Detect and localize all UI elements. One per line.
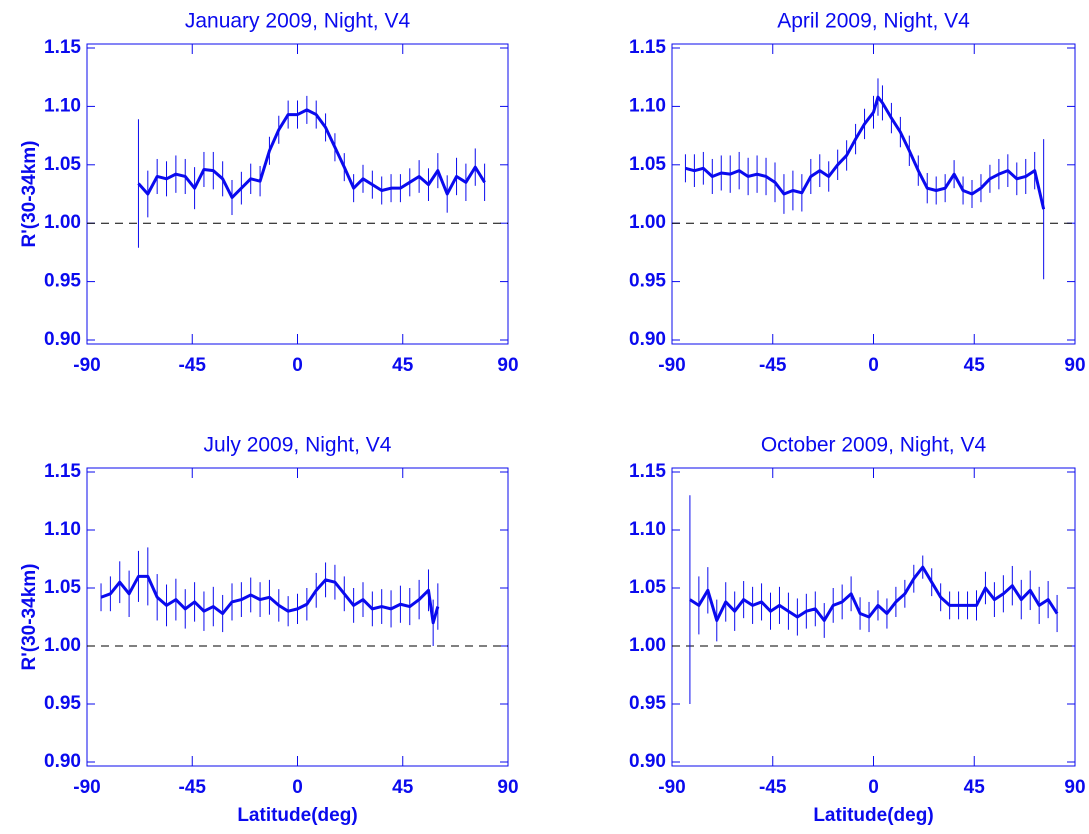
chart-title: April 2009, Night, V4 — [777, 10, 970, 33]
x-axis-label: Latitude(deg) — [813, 805, 933, 826]
y-tick-label: 1.00 — [44, 212, 81, 233]
y-tick-label: 1.10 — [629, 519, 666, 540]
y-tick-label: 0.90 — [44, 751, 81, 772]
plot-frame — [671, 467, 1076, 767]
data-line — [689, 565, 1059, 622]
plot-frame — [671, 43, 1076, 345]
x-tick-label: -90 — [658, 777, 685, 798]
y-tick-label: 1.05 — [44, 577, 81, 598]
y-tick-label: 1.10 — [629, 95, 666, 116]
x-tick-label: -45 — [179, 355, 207, 376]
chart-title: January 2009, Night, V4 — [185, 10, 411, 33]
x-tick-label: 0 — [292, 355, 303, 376]
x-tick-label: -45 — [759, 777, 787, 798]
y-tick-label: 0.95 — [44, 271, 81, 292]
y-axis-label: R'(30-34km) — [19, 564, 40, 671]
y-tick-label: 1.15 — [629, 461, 666, 482]
y-tick-label: 0.95 — [629, 693, 666, 714]
x-tick-label: 0 — [868, 355, 879, 376]
y-tick-label: 1.10 — [44, 95, 81, 116]
y-tick-label: 0.95 — [44, 693, 81, 714]
data-line — [100, 574, 440, 625]
x-axis-label: Latitude(deg) — [237, 805, 357, 826]
x-tick-label: -90 — [73, 777, 100, 798]
y-tick-label: 1.05 — [629, 577, 666, 598]
plot-frame — [86, 43, 509, 345]
x-tick-label: 45 — [392, 777, 414, 798]
data-line — [137, 108, 486, 200]
y-tick-label: 1.00 — [629, 635, 666, 656]
y-tick-label: 1.05 — [44, 154, 81, 175]
x-tick-label: 0 — [292, 777, 303, 798]
y-tick-label: 1.10 — [44, 519, 81, 540]
y-tick-label: 1.05 — [629, 154, 666, 175]
x-tick-label: -90 — [658, 355, 685, 376]
y-tick-label: 0.95 — [629, 271, 666, 292]
x-tick-label: -45 — [759, 355, 787, 376]
x-tick-label: -90 — [73, 355, 100, 376]
y-tick-label: 0.90 — [629, 751, 666, 772]
y-tick-label: 0.90 — [629, 329, 666, 350]
y-tick-label: 1.00 — [44, 635, 81, 656]
y-tick-label: 1.15 — [44, 37, 81, 58]
x-tick-label: -45 — [179, 777, 207, 798]
chart-title: October 2009, Night, V4 — [761, 434, 987, 457]
y-tick-label: 1.15 — [629, 37, 666, 58]
x-tick-label: 90 — [497, 355, 518, 376]
x-tick-label: 45 — [964, 777, 986, 798]
x-tick-label: 90 — [1064, 777, 1085, 798]
y-tick-label: 1.15 — [44, 461, 81, 482]
y-axis-label: R'(30-34km) — [19, 141, 40, 248]
data-line — [685, 95, 1046, 210]
x-tick-label: 90 — [1064, 355, 1085, 376]
x-tick-label: 90 — [497, 777, 518, 798]
y-tick-label: 0.90 — [44, 329, 81, 350]
x-tick-label: 0 — [868, 777, 879, 798]
x-tick-label: 45 — [964, 355, 986, 376]
chart-title: July 2009, Night, V4 — [204, 434, 392, 457]
x-tick-label: 45 — [392, 355, 414, 376]
y-tick-label: 1.00 — [629, 212, 666, 233]
